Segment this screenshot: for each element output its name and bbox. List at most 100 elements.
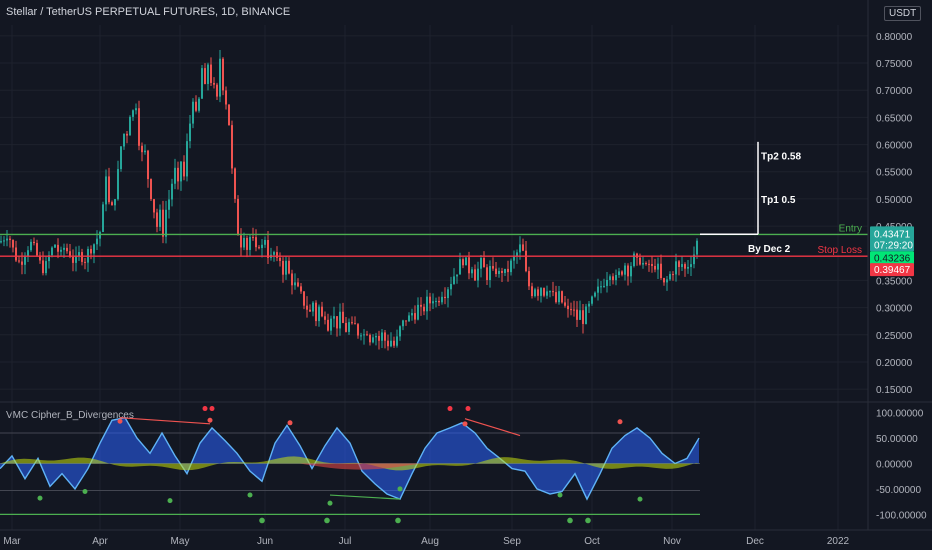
money-flow-negative-area [300, 463, 420, 470]
candle-body [390, 340, 392, 347]
trade-annotations: Tp2 0.58 Tp1 0.5 By Dec 2 [700, 141, 801, 255]
candle-body [231, 125, 233, 169]
currency-selector[interactable]: USDT [884, 6, 922, 21]
candle-body [654, 265, 656, 270]
candle-body [381, 332, 383, 341]
candle-body [375, 335, 377, 338]
candle-body [57, 244, 59, 252]
candle-body [6, 238, 8, 241]
candle-body [258, 247, 260, 249]
candle-body [171, 183, 173, 200]
candle-body [39, 255, 41, 261]
candle-body [195, 101, 197, 111]
candle-body [192, 101, 194, 124]
price-tick-label: 0.70000 [876, 86, 913, 97]
time-tick-label: Dec [746, 536, 764, 547]
candle-body [75, 255, 77, 263]
sell-marker-dot [202, 406, 208, 412]
candle-body [162, 209, 164, 237]
candle-body [174, 167, 176, 184]
candle-body [585, 306, 587, 324]
candle-body [108, 176, 110, 203]
candle-body [516, 252, 518, 256]
candle-body [666, 279, 668, 283]
candle-body [213, 82, 215, 85]
candle-body [600, 286, 602, 288]
candle-body [612, 276, 614, 281]
candle-body [105, 176, 107, 205]
countdown-value: 07:29:20 [874, 240, 913, 251]
candle-body [0, 241, 2, 243]
stop-price-value: 0.39467 [874, 265, 911, 276]
buy-signal-dot [37, 495, 43, 501]
candle-body [138, 108, 140, 146]
candle-body [369, 334, 371, 343]
candle-body [207, 64, 209, 84]
time-tick-label: 2022 [827, 536, 850, 547]
price-tick-label: 0.55000 [876, 168, 913, 179]
candle-body [558, 291, 560, 303]
candle-body [90, 248, 92, 254]
candle-body [282, 260, 284, 275]
candle-body [423, 306, 425, 312]
stop-price-tag [870, 263, 914, 277]
candle-body [126, 133, 128, 136]
candle-body [429, 296, 431, 304]
candle-body [519, 244, 521, 253]
candle-body [168, 199, 170, 210]
candle-body [465, 257, 467, 266]
candle-body [27, 250, 29, 257]
candle-body [3, 240, 5, 242]
candle-body [588, 303, 590, 307]
candle-body [432, 301, 434, 304]
candle-body [447, 289, 449, 299]
candle-body [204, 68, 206, 84]
candle-body [306, 305, 308, 310]
candle-body [144, 150, 146, 153]
candle-body [216, 84, 218, 97]
bearish-divergence-line [119, 417, 211, 425]
candle-body [336, 316, 338, 329]
candle-body [24, 256, 26, 265]
time-tick-label: Sep [503, 536, 521, 547]
candle-body [222, 58, 224, 91]
candle-body [249, 237, 251, 250]
tp2-label: Tp2 0.58 [761, 151, 801, 162]
candle-body [372, 337, 374, 343]
candle-body [651, 263, 653, 266]
time-tick-label: Nov [663, 536, 681, 547]
tp1-label: Tp1 0.5 [761, 195, 796, 206]
candle-body [21, 261, 23, 265]
candle-body [678, 261, 680, 267]
candle-body [135, 108, 137, 111]
candle-body [495, 268, 497, 274]
candle-body [123, 133, 125, 147]
candle-body [579, 310, 581, 320]
candle-body [672, 274, 674, 276]
candle-body [351, 322, 353, 324]
candle-body [237, 198, 239, 236]
candle-body [312, 302, 314, 312]
candle-body [267, 239, 269, 258]
candle-body [129, 116, 131, 136]
candle-body [81, 252, 83, 262]
candle-body [501, 270, 503, 273]
candle-body [468, 257, 470, 274]
candle-body [696, 240, 698, 255]
sell-signal-dot [287, 420, 293, 426]
candle-body [243, 237, 245, 248]
candle-body [669, 274, 671, 280]
candle-body [456, 274, 458, 277]
candle-body [159, 209, 161, 227]
candle-body [522, 244, 524, 251]
candle-body [594, 292, 596, 297]
candle-body [348, 322, 350, 332]
candle-body [63, 247, 65, 250]
candle-body [555, 292, 557, 303]
sell-signal-dot [117, 418, 123, 424]
candle-body [648, 263, 650, 265]
current-price-value: 0.43236 [874, 253, 911, 264]
candle-body [93, 244, 95, 254]
